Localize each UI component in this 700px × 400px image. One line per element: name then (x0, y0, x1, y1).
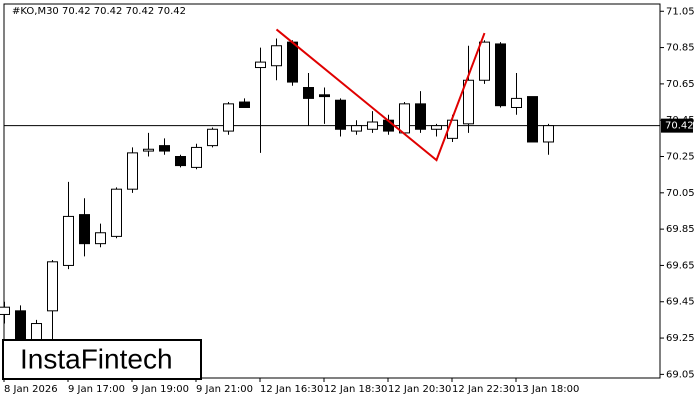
y-tick-label: 69.85 (666, 224, 695, 235)
x-tick-label: 12 Jan 20:30 (388, 384, 451, 395)
x-tick-label: 12 Jan 18:30 (324, 384, 387, 395)
candle-body (431, 125, 442, 130)
candle-body (543, 125, 554, 143)
candle-body (207, 128, 218, 147)
candle-body (479, 41, 490, 81)
candle-body (303, 87, 314, 99)
candle-body (287, 41, 298, 83)
candle-body (463, 79, 474, 125)
y-tick-label: 70.65 (666, 79, 695, 90)
candle-body (255, 61, 266, 69)
price-label: 70.42 (665, 121, 694, 132)
candle-body (95, 232, 106, 245)
x-tick-label: 9 Jan 21:00 (196, 384, 253, 395)
chart-title: #KO,M30 70.42 70.42 70.42 70.42 (12, 6, 186, 17)
logo: InstaFintech (20, 343, 173, 374)
candle-body (143, 148, 154, 152)
x-tick-label: 12 Jan 22:30 (452, 384, 515, 395)
candle-body (367, 121, 378, 130)
x-tick-label: 12 Jan 16:30 (260, 384, 323, 395)
x-tick-label: 13 Jan 18:00 (516, 384, 579, 395)
y-tick-label: 70.85 (666, 43, 695, 54)
pattern-line (275, 28, 486, 162)
x-tick-label: 8 Jan 2026 (4, 384, 58, 395)
candle-body (415, 103, 426, 130)
y-tick-label: 69.25 (666, 333, 695, 344)
plot-frame (3, 3, 661, 379)
y-tick-label: 70.05 (666, 188, 695, 199)
x-tick-label: 9 Jan 17:00 (68, 384, 125, 395)
logo-box (2, 339, 202, 380)
candle-body (239, 101, 250, 108)
y-tick-label: 69.65 (666, 260, 695, 271)
price-label-box (661, 118, 693, 133)
candle-body (127, 152, 138, 190)
candle-body (511, 97, 522, 108)
candle-body (527, 96, 538, 143)
candle-body (175, 156, 186, 167)
candle-body (79, 214, 90, 245)
candle-body (0, 306, 10, 315)
candle-body (351, 125, 362, 132)
candle-body (271, 45, 282, 67)
candle-body (399, 103, 410, 134)
candle-body (159, 145, 170, 152)
candle-body (111, 188, 122, 237)
candle-body (47, 261, 58, 312)
y-tick-label: 69.45 (666, 297, 695, 308)
y-tick-label: 69.05 (666, 369, 695, 380)
candle-body (191, 146, 202, 168)
y-tick-label: 70.25 (666, 152, 695, 163)
x-tick-label: 9 Jan 19:00 (132, 384, 189, 395)
candle-body (63, 215, 74, 266)
y-tick-label: 71.05 (666, 6, 695, 17)
candle-body (495, 43, 506, 107)
candle-body (223, 103, 234, 132)
candle-body (319, 94, 330, 98)
candle-body (335, 99, 346, 130)
